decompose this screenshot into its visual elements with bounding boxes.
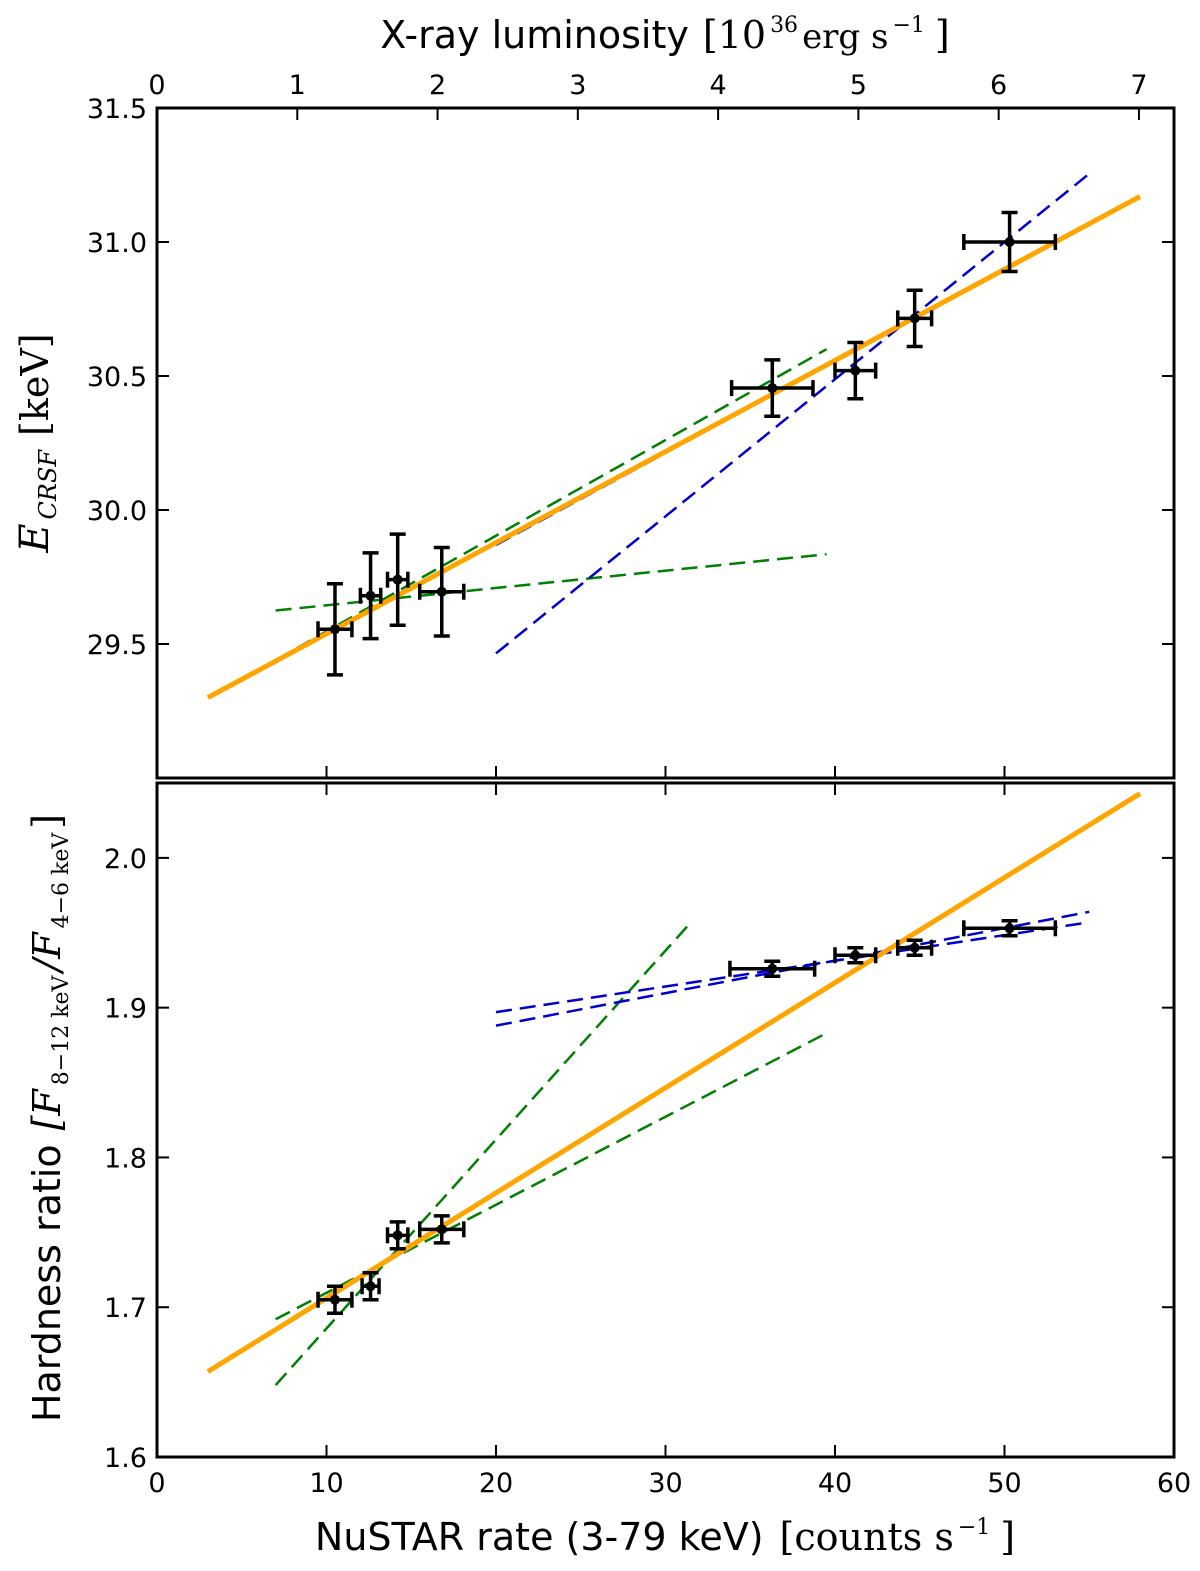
bottom-x-tick-label: 60 (1157, 1468, 1191, 1499)
marker (329, 624, 340, 635)
top-y-label-unit: [keV] (13, 333, 57, 436)
top-data-point-3 (385, 532, 410, 627)
marker (329, 1294, 340, 1305)
top-dashed-fit-line-1 (275, 552, 827, 612)
top-y-tick-label: 30.0 (87, 496, 147, 527)
bottom-x-label-main: NuSTAR rate (3-79 keV) (315, 1515, 764, 1559)
marker (850, 365, 861, 376)
top-x-luminosity-tick-label: 3 (569, 70, 586, 101)
bottom-y-label-mid: /F (25, 931, 69, 976)
top-dashed-fit-line-3 (495, 172, 1091, 655)
top-x-luminosity-tick-label: 2 (429, 70, 446, 101)
top-x-luminosity-tick-label: 4 (710, 70, 727, 101)
marker (909, 313, 920, 324)
bottom-y-label-open: [F (25, 1088, 69, 1131)
top-x-label-unit-rest: erg s (802, 17, 888, 57)
marker (1004, 237, 1015, 247)
top-x-label-unit: [10 (703, 13, 766, 57)
top-x-luminosity-tick-label: 7 (1130, 70, 1147, 101)
bottom-data-point-8 (962, 919, 1058, 938)
bottom-y-tick-label: 1.6 (104, 1443, 147, 1474)
top-y-tick-label: 31.5 (87, 94, 147, 125)
bottom-x-tick-label: 10 (309, 1468, 343, 1499)
top-panel-ticks: 29.5 30.0 30.5 31.0 31.50 1 2 3 4 5 6 7 (87, 70, 1175, 778)
bottom-data-point-3 (385, 1220, 410, 1251)
top-x-label-unit-exp: −1 (892, 13, 924, 38)
bottom-data-point-7 (895, 938, 934, 957)
top-y-tick-label: 31.0 (87, 228, 147, 259)
top-data-point-6 (833, 340, 878, 401)
bottom-y-tick-label: 1.7 (104, 1293, 147, 1324)
top-x-axis-label: X-ray luminosity [10 36 erg s −1 ] (380, 13, 949, 57)
top-x-label-prefix: X-ray luminosity (380, 13, 689, 57)
bottom-y-tick-label: 1.8 (104, 1143, 147, 1174)
top-y-tick-label: 30.5 (87, 362, 147, 393)
bottom-x-tick-label: 0 (148, 1468, 165, 1499)
bottom-y-axis-label: Hardness ratio [F 8−12 keV /F 4−6 keV ] (25, 814, 74, 1422)
bottom-panel: 1.6 1.7 1.8 1.9 2.0 0 10 20 30 40 50 60 NuSTAR rate… (25, 781, 1191, 1559)
bottom-panel-marks (206, 791, 1142, 1386)
marker (392, 1230, 403, 1241)
marker (1004, 923, 1015, 934)
top-y-axis-label: E CRSF [keV] (12, 333, 62, 553)
top-y-label-sub: CRSF (34, 449, 62, 520)
top-x-luminosity-tick-label: 5 (850, 70, 867, 101)
bottom-data-point-6 (833, 946, 878, 965)
top-data-point-4 (417, 545, 466, 638)
top-best-fit-line (206, 194, 1142, 700)
top-panel-marks (206, 172, 1142, 700)
top-data-point-5 (729, 358, 815, 418)
bottom-best-fit-line (206, 791, 1142, 1374)
top-x-label-exp: 36 (770, 13, 798, 38)
bottom-data-point-5 (728, 959, 817, 978)
top-data-point-2 (358, 551, 383, 641)
top-dashed-fit-line-2 (275, 348, 828, 662)
top-x-luminosity-tick-label: 0 (148, 70, 165, 101)
bottom-y-tick-label: 1.9 (104, 994, 147, 1025)
bottom-x-label-close: ] (1000, 1515, 1015, 1559)
marker (909, 942, 920, 953)
bottom-x-axis-label: NuSTAR rate (3-79 keV) [counts s −1 ] (315, 1515, 1015, 1559)
marker (365, 590, 376, 601)
top-x-label-close: ] (935, 13, 950, 57)
bottom-data-point-4 (417, 1214, 466, 1245)
bottom-y-label-sub1: 8−12 keV (49, 974, 74, 1085)
marker (850, 950, 861, 961)
bottom-y-label-prefix: Hardness ratio (25, 1144, 69, 1422)
top-data-point-8 (962, 210, 1058, 274)
bottom-y-label-sub2: 4−6 keV (49, 832, 74, 929)
bottom-data-point-2 (360, 1271, 381, 1302)
top-y-tick-label: 29.5 (87, 630, 147, 661)
top-data-point-1 (316, 581, 354, 677)
bottom-x-tick-label: 20 (479, 1468, 513, 1499)
top-x-luminosity-tick-label: 6 (990, 70, 1007, 101)
top-x-luminosity-tick-label: 1 (289, 70, 306, 101)
marker (392, 574, 403, 585)
bottom-y-tick-label: 2.0 (104, 844, 147, 875)
bottom-panel-ticks: 1.6 1.7 1.8 1.9 2.0 0 10 20 30 40 50 60 (104, 783, 1191, 1499)
bottom-x-label-unit-exp: −1 (958, 1515, 990, 1540)
marker (436, 1224, 447, 1235)
bottom-x-label-unit: [counts s (780, 1515, 954, 1559)
marker (767, 383, 778, 394)
bottom-x-tick-label: 30 (648, 1468, 682, 1499)
bottom-dashed-fit-line-1 (274, 921, 692, 1386)
bottom-x-tick-label: 50 (987, 1468, 1021, 1499)
marker (436, 586, 447, 597)
bottom-x-tick-label: 40 (818, 1468, 852, 1499)
top-y-label-main: E (12, 523, 58, 553)
marker (365, 1281, 376, 1292)
marker (767, 963, 778, 974)
top-data-point-7 (895, 288, 934, 349)
bottom-data-point-1 (316, 1284, 354, 1315)
top-panel: 29.5 30.0 30.5 31.0 31.50 1 2 3 4 5 6 7 X-ray lumin… (12, 13, 1176, 780)
bottom-y-label-close: ] (25, 814, 69, 829)
